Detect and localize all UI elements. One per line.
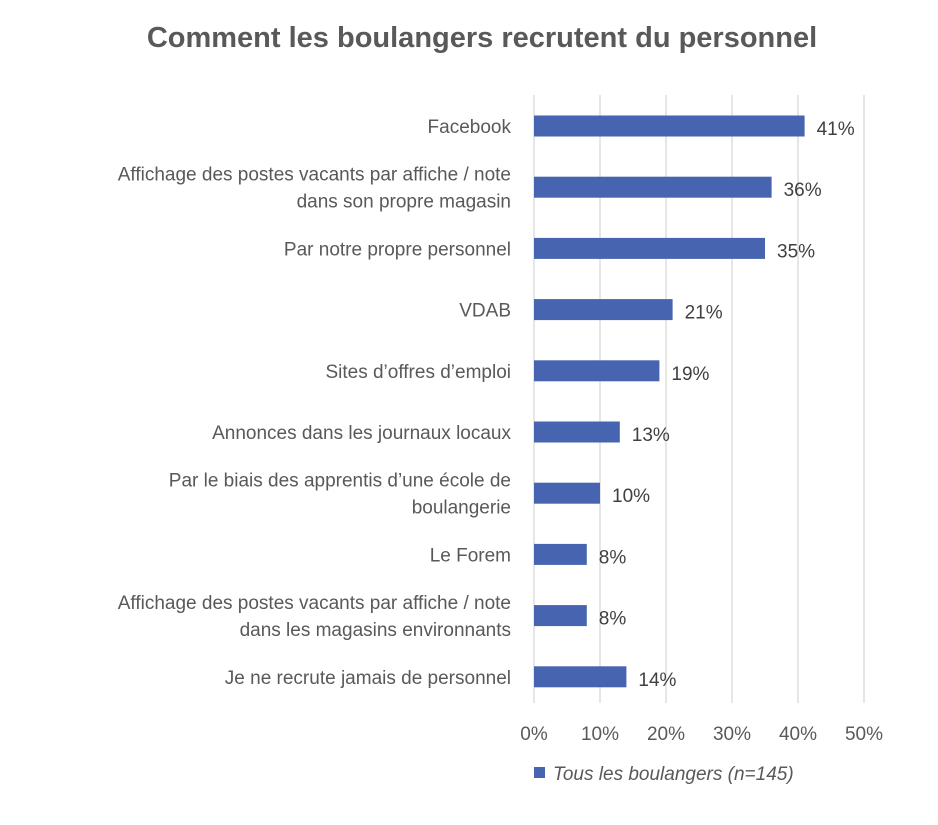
bar xyxy=(534,176,772,198)
x-tick-label: 50% xyxy=(845,724,883,745)
data-label: 8% xyxy=(599,547,627,568)
bar xyxy=(534,543,587,565)
data-label: 36% xyxy=(784,180,822,201)
x-tick-label: 40% xyxy=(779,724,817,745)
category-label: dans son propre magasin xyxy=(297,192,511,213)
data-label: 19% xyxy=(671,364,709,385)
data-label: 8% xyxy=(599,609,627,630)
data-label: 14% xyxy=(638,670,676,691)
legend-swatch xyxy=(534,767,545,778)
chart-title: Comment les boulangers recrutent du pers… xyxy=(147,22,817,54)
data-label: 10% xyxy=(612,486,650,507)
category-label: Annonces dans les journaux locaux xyxy=(212,423,511,444)
category-labels: Facebook Affichage des postes vacants par… xyxy=(118,117,512,689)
data-label: 41% xyxy=(817,119,855,140)
bar xyxy=(534,666,627,688)
x-tick-label: 10% xyxy=(581,724,619,745)
data-label: 13% xyxy=(632,425,670,446)
category-label: Par notre propre personnel xyxy=(284,239,511,260)
category-label: VDAB xyxy=(459,301,511,322)
category-label: Affichage des postes vacants par affiche… xyxy=(118,165,511,186)
bar xyxy=(534,360,660,382)
data-labels: 41% 36% 35% 21% 19% 13% 10% 8% 8% 14% xyxy=(599,119,855,691)
x-tick-label: 30% xyxy=(713,724,751,745)
bar-group xyxy=(534,115,805,688)
category-label: Affichage des postes vacants par affiche… xyxy=(118,593,511,614)
bar xyxy=(534,421,620,443)
bar xyxy=(534,237,765,259)
category-label: Par le biais des apprentis d’une école d… xyxy=(169,471,511,492)
bar xyxy=(534,299,673,321)
category-label: Facebook xyxy=(428,117,512,138)
category-label: Le Forem xyxy=(430,545,511,566)
bar xyxy=(534,115,805,137)
data-label: 35% xyxy=(777,241,815,262)
x-tick-label: 0% xyxy=(520,724,548,745)
bar xyxy=(534,605,587,627)
legend-label: Tous les boulangers (n=145) xyxy=(553,764,794,785)
x-axis-tick-labels: 0% 10% 20% 30% 40% 50% xyxy=(520,724,883,745)
category-label: boulangerie xyxy=(412,498,511,519)
bar xyxy=(534,482,600,504)
x-tick-label: 20% xyxy=(647,724,685,745)
legend: Tous les boulangers (n=145) xyxy=(534,764,794,785)
category-label: dans les magasins environnants xyxy=(240,620,511,641)
category-label: Je ne recrute jamais de personnel xyxy=(225,668,511,689)
data-label: 21% xyxy=(685,303,723,324)
category-label: Sites d’offres d’emploi xyxy=(325,362,511,383)
